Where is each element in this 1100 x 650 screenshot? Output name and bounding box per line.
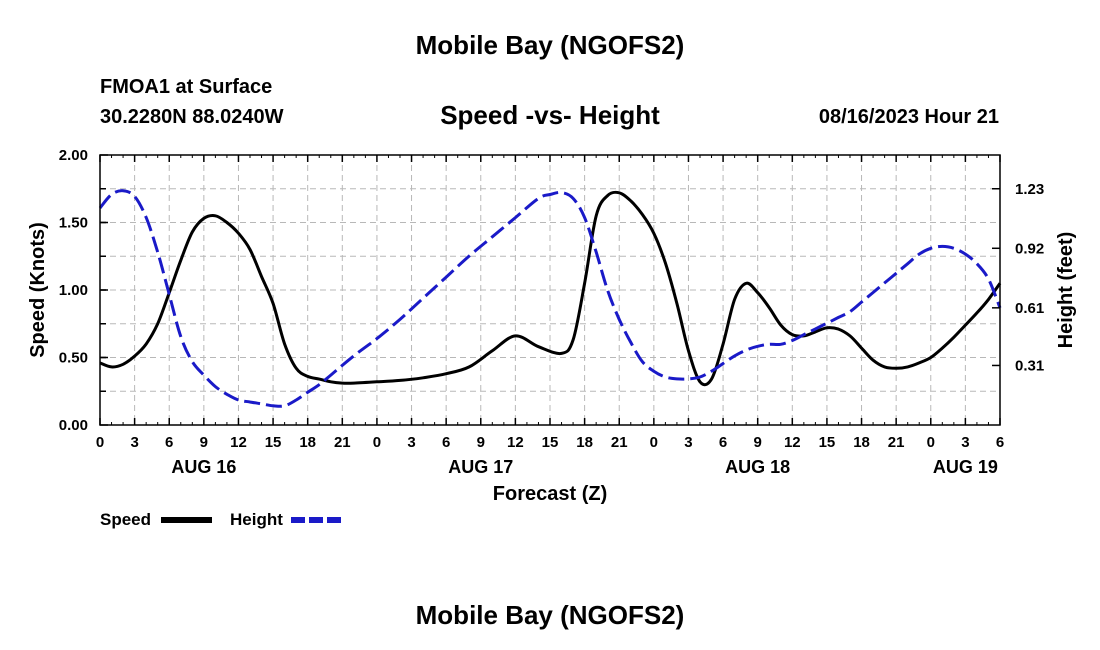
x-tick-label: 12 — [230, 434, 247, 451]
x-tick-label: 6 — [996, 434, 1004, 451]
station-coordinates: 30.2280N 88.0240W — [100, 106, 284, 128]
plot-frame — [99, 154, 1001, 426]
date-label: AUG 16 — [171, 457, 236, 477]
y-tick-label: 1.00 — [59, 282, 88, 299]
x-tick-label: 21 — [334, 434, 351, 451]
footer-title: Mobile Bay (NGOFS2) — [415, 600, 685, 630]
x-tick-label: 15 — [265, 434, 282, 451]
x-tick-label: 0 — [373, 434, 381, 451]
x-tick-label: 18 — [576, 434, 593, 451]
forecast-datetime: 08/16/2023 Hour 21 — [818, 106, 999, 128]
x-tick-label: 9 — [477, 434, 485, 451]
y2-axis-title: Height (feet) — [1055, 232, 1077, 349]
legend: Speed Height — [100, 510, 342, 529]
date-label: AUG 18 — [725, 457, 790, 477]
legend-label-height: Height — [230, 510, 283, 529]
x-tick-label: 3 — [961, 434, 969, 451]
x-tick-label: 3 — [684, 434, 692, 451]
x-tick-label: 0 — [927, 434, 935, 451]
x-tick-label: 3 — [130, 434, 138, 451]
x-tick-label: 21 — [888, 434, 905, 451]
series-line-speed — [99, 190, 1002, 387]
y-axis-title: Speed (Knots) — [27, 222, 49, 358]
y2-tick-label: 1.23 — [1015, 181, 1044, 198]
y-tick-label: 2.00 — [59, 147, 88, 164]
x-tick-label: 6 — [442, 434, 450, 451]
x-tick-label: 15 — [542, 434, 559, 451]
station-label: FMOA1 at Surface — [100, 76, 273, 98]
x-tick-label: 21 — [611, 434, 628, 451]
y-tick-label: 0.00 — [59, 417, 88, 434]
date-label: AUG 17 — [448, 457, 513, 477]
y-tick-label: 0.50 — [59, 350, 88, 367]
x-tick-label: 9 — [754, 434, 762, 451]
y2-tick-label: 0.31 — [1015, 357, 1044, 374]
date-label: AUG 19 — [933, 457, 998, 477]
series-line-height — [98, 189, 1002, 408]
chart-title: Mobile Bay (NGOFS2) — [415, 30, 685, 60]
axis-labels: 0 3 6 9 12 15 18 21 0 3 6 9 12 15 18 21 0 3 6 9 12 15 18 21 0 3 6 A… — [59, 147, 1044, 477]
x-tick-label: 15 — [819, 434, 836, 451]
x-axis-title: Forecast (Z) — [493, 483, 607, 505]
y2-tick-label: 0.61 — [1015, 300, 1044, 317]
axes — [99, 154, 1001, 426]
x-tick-label: 0 — [96, 434, 104, 451]
x-tick-label: 12 — [784, 434, 801, 451]
legend-label-speed: Speed — [100, 510, 151, 529]
y2-tick-label: 0.92 — [1015, 240, 1044, 257]
x-tick-label: 6 — [719, 434, 727, 451]
chart-subtitle: Speed -vs- Height — [440, 100, 660, 130]
x-tick-label: 12 — [507, 434, 524, 451]
x-tick-label: 18 — [853, 434, 870, 451]
x-tick-label: 6 — [165, 434, 173, 451]
series-layer — [98, 189, 1002, 408]
x-tick-label: 0 — [650, 434, 658, 451]
x-tick-label: 9 — [200, 434, 208, 451]
x-tick-label: 3 — [407, 434, 415, 451]
y-tick-label: 1.50 — [59, 215, 88, 232]
x-tick-label: 18 — [299, 434, 316, 451]
